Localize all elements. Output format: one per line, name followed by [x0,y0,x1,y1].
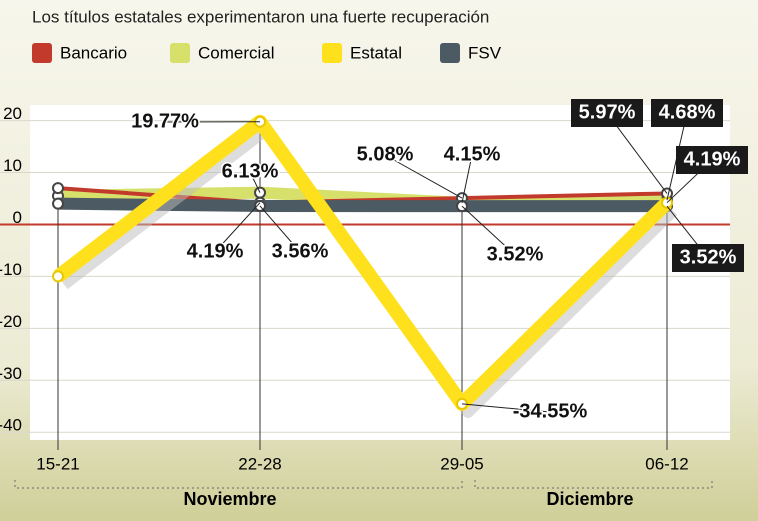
x-tick-label: 15-21 [36,454,79,473]
legend-label: Comercial [198,43,275,62]
x-tick-label: 22-28 [238,454,281,473]
value-label: 4.68% [659,101,716,123]
leader-line [461,403,551,413]
y-tick-label: -20 [0,312,22,331]
legend-swatch [440,43,460,63]
label-box [571,99,643,127]
leader-line [214,202,261,253]
line [53,114,672,411]
point [52,197,64,210]
group-label: Diciembre [546,489,633,509]
value-label: 3.52% [680,246,737,268]
value-label: 4.19% [187,240,244,262]
value-label: 19.77% [131,110,199,132]
point [52,270,64,283]
x-tick-label: 29-05 [440,454,483,473]
value-label: 4.15% [444,143,501,165]
y-tick-label: -40 [0,416,22,435]
y-tick-label: 10 [3,156,22,175]
point [52,182,64,195]
leader-line [461,154,473,204]
y-tick-label: 0 [13,208,22,227]
y-tick-label: 20 [3,104,22,123]
leader-line [259,205,301,253]
legend-label: FSV [468,43,502,62]
leader-line [461,205,516,256]
value-label: -34.55% [513,400,588,422]
leader-line [249,171,261,193]
legend-swatch [170,43,190,63]
legend-swatch [322,43,342,63]
chart-title: Los títulos estatales experimentaron una… [32,7,489,26]
value-label: 4.19% [684,148,741,170]
group-bracket [14,480,713,489]
legend-label: Bancario [60,43,127,62]
y-tick-label: -10 [0,260,22,279]
value-label: 5.97% [579,101,636,123]
value-label: 6.13% [222,160,279,182]
value-label: 3.52% [487,243,544,265]
label-box [651,99,723,127]
leader-line [384,154,463,199]
label-box [672,244,744,272]
group-label: Noviembre [183,489,276,509]
value-label: 5.08% [357,143,414,165]
value-label: 3.56% [272,240,329,262]
y-tick-label: -30 [0,364,22,383]
label-box [676,146,748,174]
x-tick-label: 06-12 [645,454,688,473]
legend-swatch [32,43,52,63]
legend-label: Estatal [350,43,402,62]
